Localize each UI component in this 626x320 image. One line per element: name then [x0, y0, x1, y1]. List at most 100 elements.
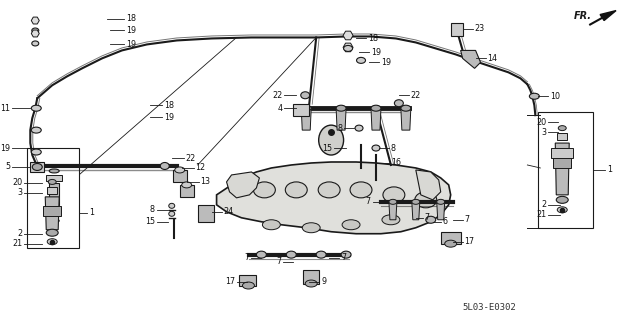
Text: 5L03-E0302: 5L03-E0302: [463, 303, 516, 312]
Ellipse shape: [300, 92, 310, 99]
Ellipse shape: [169, 203, 175, 208]
Ellipse shape: [49, 169, 59, 173]
Polygon shape: [557, 133, 567, 140]
Text: 16: 16: [391, 158, 401, 167]
Ellipse shape: [342, 220, 360, 230]
Text: 7: 7: [341, 253, 346, 262]
Ellipse shape: [316, 251, 326, 258]
Polygon shape: [198, 205, 213, 222]
Ellipse shape: [33, 164, 42, 171]
Text: 11: 11: [1, 104, 11, 113]
Ellipse shape: [437, 199, 444, 204]
Ellipse shape: [382, 215, 400, 225]
Ellipse shape: [319, 125, 344, 155]
Text: 22: 22: [411, 91, 421, 100]
Polygon shape: [552, 148, 573, 158]
Polygon shape: [43, 206, 61, 216]
Polygon shape: [371, 108, 381, 130]
Text: 21: 21: [536, 210, 546, 219]
Polygon shape: [412, 202, 420, 220]
Polygon shape: [30, 162, 44, 172]
Ellipse shape: [426, 216, 436, 223]
Ellipse shape: [371, 105, 381, 111]
Polygon shape: [45, 197, 59, 230]
Ellipse shape: [302, 223, 320, 233]
Ellipse shape: [344, 45, 352, 52]
Ellipse shape: [415, 192, 437, 208]
Text: 5: 5: [5, 163, 11, 172]
Polygon shape: [293, 104, 309, 116]
Text: 7: 7: [244, 253, 249, 262]
Text: 2: 2: [541, 200, 546, 209]
Ellipse shape: [318, 182, 340, 198]
Polygon shape: [217, 162, 451, 234]
Ellipse shape: [444, 240, 456, 247]
Polygon shape: [173, 170, 187, 182]
Text: 8: 8: [337, 124, 342, 132]
Ellipse shape: [336, 105, 346, 111]
Text: 15: 15: [322, 144, 332, 153]
Text: 1: 1: [607, 165, 612, 174]
Ellipse shape: [285, 182, 307, 198]
Text: 1: 1: [89, 208, 94, 217]
Text: 3: 3: [541, 128, 546, 137]
Text: 7: 7: [464, 215, 470, 224]
Text: 10: 10: [550, 92, 560, 101]
Bar: [28, 148, 79, 248]
Polygon shape: [51, 205, 57, 217]
Polygon shape: [240, 275, 257, 285]
Text: 19: 19: [371, 48, 381, 57]
Ellipse shape: [305, 280, 317, 287]
Text: 22: 22: [186, 154, 196, 163]
Text: 19: 19: [126, 40, 136, 49]
Text: 6: 6: [443, 217, 448, 226]
Polygon shape: [441, 232, 461, 244]
Ellipse shape: [389, 199, 397, 204]
Polygon shape: [553, 155, 571, 168]
Ellipse shape: [254, 182, 275, 198]
Ellipse shape: [31, 149, 41, 155]
Ellipse shape: [242, 282, 254, 289]
Text: 19: 19: [381, 58, 391, 67]
Polygon shape: [31, 30, 39, 37]
Ellipse shape: [530, 93, 540, 99]
Polygon shape: [46, 175, 62, 181]
Ellipse shape: [558, 126, 567, 131]
Ellipse shape: [557, 207, 567, 213]
Text: 8: 8: [391, 144, 396, 153]
Ellipse shape: [557, 196, 568, 203]
Ellipse shape: [372, 145, 380, 151]
Polygon shape: [437, 202, 444, 220]
Ellipse shape: [301, 105, 311, 111]
Ellipse shape: [31, 127, 41, 133]
Ellipse shape: [48, 180, 56, 184]
Text: 20: 20: [536, 118, 546, 127]
Text: 13: 13: [201, 177, 210, 187]
Text: 20: 20: [12, 179, 23, 188]
Text: 21: 21: [12, 239, 23, 248]
Polygon shape: [49, 183, 59, 205]
Text: 7: 7: [276, 257, 281, 266]
Ellipse shape: [31, 105, 41, 111]
Ellipse shape: [401, 105, 411, 111]
Ellipse shape: [169, 211, 175, 216]
Text: 8: 8: [150, 205, 155, 214]
Polygon shape: [180, 185, 193, 197]
Text: 17: 17: [225, 277, 235, 286]
Ellipse shape: [350, 182, 372, 198]
Ellipse shape: [357, 57, 366, 63]
Text: 17: 17: [464, 237, 475, 246]
Ellipse shape: [182, 182, 192, 188]
Polygon shape: [461, 51, 481, 68]
Ellipse shape: [394, 100, 403, 107]
Text: 18: 18: [164, 101, 174, 110]
Text: FR.: FR.: [574, 11, 592, 20]
Text: 4: 4: [277, 104, 282, 113]
Text: 3: 3: [18, 188, 23, 197]
Ellipse shape: [49, 219, 59, 223]
Ellipse shape: [286, 251, 296, 258]
Polygon shape: [31, 17, 39, 24]
Polygon shape: [47, 187, 57, 194]
Ellipse shape: [383, 187, 405, 203]
Text: 18: 18: [368, 34, 378, 43]
